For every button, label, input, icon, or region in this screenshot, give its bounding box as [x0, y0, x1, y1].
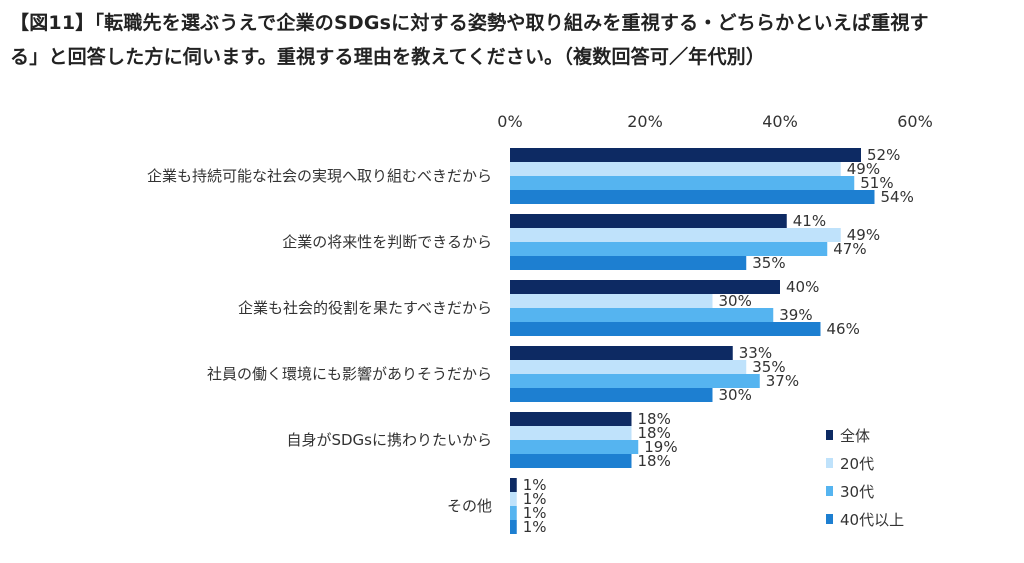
- data-label: 19%: [644, 438, 677, 456]
- data-label: 30%: [719, 386, 752, 404]
- category-label: 自身がSDGsに携わりたいから: [286, 431, 492, 449]
- bar: [510, 190, 875, 204]
- category-label: 企業の将来性を判断できるから: [282, 233, 492, 251]
- bar: [510, 308, 774, 322]
- data-label: 18%: [638, 452, 671, 470]
- data-label: 40%: [786, 278, 819, 296]
- data-label: 35%: [752, 358, 785, 376]
- bar: [510, 360, 747, 374]
- chart-title: 【図11】「転職先を選ぶうえで企業のSDGsに対する姿勢や取り組みを重視する・ど…: [10, 6, 1016, 74]
- bar: [510, 256, 747, 270]
- data-label: 30%: [719, 292, 752, 310]
- x-tick-label: 40%: [762, 112, 798, 131]
- bar: [510, 346, 733, 360]
- data-label: 54%: [881, 188, 914, 206]
- category-labels: 企業も持続可能な社会の実現へ取り組むべきだから企業の将来性を判断できるから企業も…: [147, 167, 492, 515]
- title-line-1: 【図11】「転職先を選ぶうえで企業のSDGsに対する姿勢や取り組みを重視する・ど…: [10, 12, 929, 34]
- legend-swatch: [826, 486, 833, 496]
- x-tick-label: 0%: [497, 112, 522, 131]
- bar: [510, 280, 780, 294]
- data-label: 37%: [766, 372, 799, 390]
- legend-swatch: [826, 430, 833, 440]
- data-label: 49%: [847, 226, 880, 244]
- legend-label: 40代以上: [840, 511, 904, 529]
- x-tick-label: 20%: [627, 112, 663, 131]
- legend-swatch: [826, 514, 833, 524]
- bar: [510, 454, 632, 468]
- bar: [510, 242, 828, 256]
- bar: [510, 426, 632, 440]
- category-label: 企業も持続可能な社会の実現へ取り組むべきだから: [147, 167, 492, 185]
- bar: [510, 492, 517, 506]
- bar: [510, 214, 787, 228]
- data-label: 41%: [793, 212, 826, 230]
- x-axis-ticks: 0% 20% 40% 60%: [497, 112, 932, 131]
- data-label: 47%: [833, 240, 866, 258]
- legend-label: 30代: [840, 483, 874, 501]
- data-labels: 52%49%51%54%41%49%47%35%40%30%39%46%33%3…: [523, 146, 914, 536]
- data-label: 33%: [739, 344, 772, 362]
- x-tick-label: 60%: [897, 112, 933, 131]
- bars: [510, 148, 875, 534]
- bar: [510, 440, 639, 454]
- legend-swatch: [826, 458, 833, 468]
- data-label: 1%: [523, 518, 547, 536]
- bar: [510, 506, 517, 520]
- category-label: 企業も社会的役割を果たすべきだから: [238, 299, 492, 317]
- category-label: その他: [447, 497, 492, 515]
- bar: [510, 520, 517, 534]
- bar: [510, 148, 861, 162]
- data-label: 46%: [827, 320, 860, 338]
- legend-label: 全体: [840, 427, 870, 445]
- bar: [510, 162, 841, 176]
- data-label: 1%: [523, 476, 547, 494]
- title-line-2: る」と回答した方に伺います。重視する理由を教えてください。（複数回答可／年代別）: [10, 46, 766, 68]
- data-label: 51%: [860, 174, 893, 192]
- legend-label: 20代: [840, 455, 874, 473]
- bar: [510, 176, 855, 190]
- legend: 全体 20代 30代 40代以上: [826, 427, 904, 529]
- data-label: 35%: [752, 254, 785, 272]
- bar: [510, 412, 632, 426]
- data-label: 39%: [779, 306, 812, 324]
- data-label: 52%: [867, 146, 900, 164]
- bar: [510, 374, 760, 388]
- data-label: 1%: [523, 490, 547, 508]
- data-label: 1%: [523, 504, 547, 522]
- data-label: 18%: [638, 424, 671, 442]
- category-label: 社員の働く環境にも影響がありそうだから: [207, 365, 492, 383]
- bar: [510, 228, 841, 242]
- bar: [510, 294, 713, 308]
- bar: [510, 388, 713, 402]
- data-label: 18%: [638, 410, 671, 428]
- data-label: 49%: [847, 160, 880, 178]
- bar: [510, 478, 517, 492]
- bar: [510, 322, 821, 336]
